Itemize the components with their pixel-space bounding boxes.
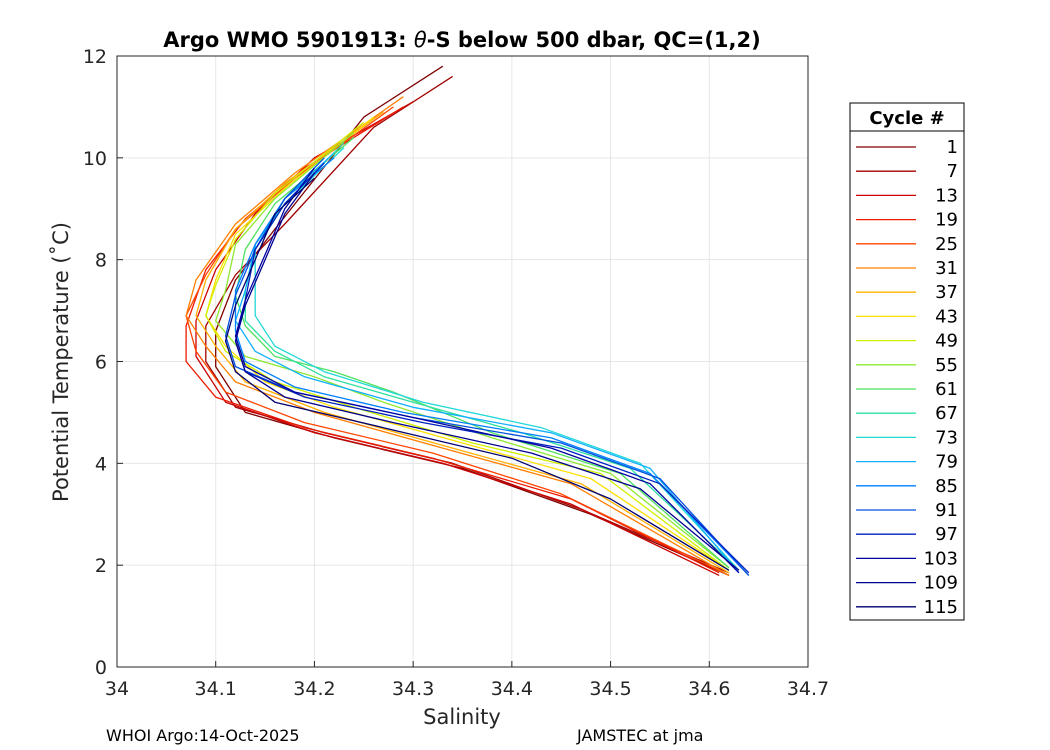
y-tick-label: 10 [83, 148, 107, 170]
x-tick-label: 34.6 [688, 678, 730, 700]
y-tick-label: 2 [95, 555, 107, 577]
series-line [185, 96, 730, 576]
chart-title-suffix: -S below 500 dbar, QC=(1,2) [427, 28, 761, 52]
legend-label: 13 [935, 185, 958, 206]
legend-entries: 1 7 13 19 25 31 37 43 49 55 61 67 73 79 85 91 97 103 109 11… [856, 137, 958, 618]
legend-label: 49 [935, 331, 958, 352]
legend-title: Cycle # [869, 108, 944, 129]
legend-label: 61 [935, 379, 958, 400]
series-line [205, 75, 730, 574]
chart-title: Argo WMO 5901913: θ-S below 500 dbar, QC… [163, 28, 760, 52]
chart-title-symbol: θ [414, 28, 427, 52]
series-layer [185, 65, 750, 576]
footer-source: WHOI Argo:14-Oct-2025 [106, 726, 300, 745]
legend-label: 91 [935, 500, 958, 521]
series-line [224, 177, 730, 571]
x-tick-label: 34.4 [491, 678, 533, 700]
y-tick-label: 6 [95, 352, 107, 374]
x-tick-label: 34 [105, 678, 129, 700]
y-tick-label: 4 [95, 453, 107, 475]
legend-label: 109 [924, 573, 958, 594]
legend-label: 37 [935, 282, 958, 303]
series-line [234, 137, 730, 569]
legend-label: 1 [947, 137, 958, 158]
chart-title-prefix: Argo WMO 5901913: [163, 28, 414, 52]
series-line [185, 106, 730, 576]
legend-label: 43 [935, 306, 958, 327]
y-axis-title: Potential Temperature (˚C) [49, 222, 73, 502]
series-line [234, 167, 740, 574]
legend-label: 85 [935, 476, 958, 497]
legend-label: 97 [935, 524, 958, 545]
legend-label: 115 [924, 597, 958, 618]
x-axis: 34 34.1 34.2 34.3 34.4 34.5 34.6 34.7 [105, 661, 829, 700]
series-line [215, 131, 730, 569]
legend-label: 103 [924, 548, 958, 569]
x-tick-label: 34.7 [787, 678, 829, 700]
x-tick-label: 34.2 [293, 678, 335, 700]
series-line [205, 116, 730, 571]
x-tick-label: 34.3 [392, 678, 434, 700]
legend-label: 55 [935, 355, 958, 376]
legend-label: 19 [935, 210, 958, 231]
series-line [205, 121, 730, 571]
y-tick-label: 8 [95, 250, 107, 272]
series-line [224, 157, 750, 576]
x-tick-label: 34.1 [195, 678, 237, 700]
series-line [234, 172, 740, 571]
legend-label: 25 [935, 234, 958, 255]
y-axis: 0 2 4 6 8 10 12 [83, 46, 123, 679]
legend-label: 7 [947, 161, 958, 182]
legend-label: 67 [935, 403, 958, 424]
x-axis-title: Salinity [423, 705, 501, 729]
series-line [234, 157, 750, 576]
footer-credit: JAMSTEC at jma [576, 726, 703, 745]
y-tick-label: 12 [83, 46, 107, 68]
legend: Cycle # 1 7 13 19 25 31 37 43 49 55 61 67 73 79 85 91 97… [849, 102, 965, 621]
legend-label: 73 [935, 427, 958, 448]
legend-label: 79 [935, 452, 958, 473]
legend-label: 31 [935, 258, 958, 279]
series-line [195, 111, 730, 574]
x-tick-label: 34.5 [589, 678, 631, 700]
y-tick-label: 0 [95, 657, 107, 679]
series-line [254, 147, 740, 571]
